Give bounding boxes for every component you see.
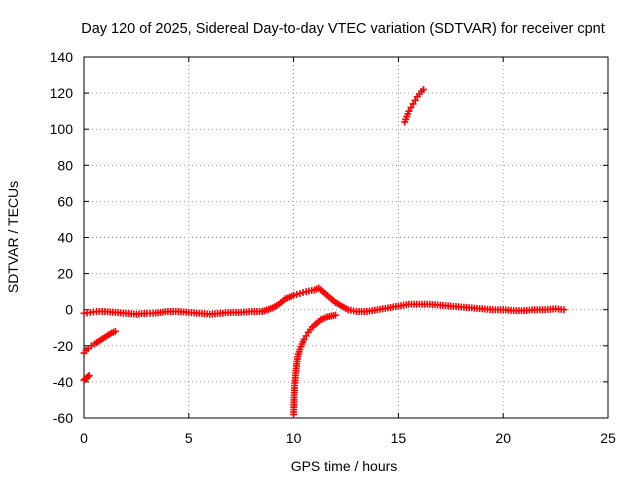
y-tick-label: 0: [65, 302, 73, 318]
data-point-recovery-arc: [300, 335, 308, 343]
data-point-baseline: [290, 291, 298, 299]
grid-layer: [84, 57, 608, 418]
x-tick-label: 20: [495, 430, 511, 446]
data-point-early-descending-arc: [111, 327, 119, 335]
x-tick-label: 15: [391, 430, 407, 446]
x-tick-label: 25: [600, 430, 616, 446]
x-axis-label: GPS time / hours: [291, 458, 398, 474]
y-tick-label: 40: [57, 230, 73, 246]
y-tick-label: -20: [53, 338, 73, 354]
y-axis-label: SDTVAR / TECUs: [5, 181, 21, 293]
y-tick-label: 80: [57, 157, 73, 173]
data-point-high-segment: [407, 104, 415, 112]
data-point-baseline: [299, 289, 307, 297]
plot-frame: [83, 56, 609, 419]
data-point-recovery-arc: [332, 311, 340, 319]
data-point-recovery-arc: [302, 332, 310, 340]
data-point-high-segment: [409, 100, 417, 108]
data-point-high-segment: [420, 85, 428, 93]
data-point-high-segment: [411, 96, 419, 104]
x-tick-label: 5: [185, 430, 193, 446]
data-point-early-low-segment: [84, 372, 92, 380]
y-tick-label: 120: [50, 85, 74, 101]
x-tick-label: 10: [286, 430, 302, 446]
y-tick-label: -60: [53, 410, 73, 426]
data-point-baseline: [296, 289, 304, 297]
data-point-high-segment: [405, 107, 413, 115]
y-tick-label: 20: [57, 266, 73, 282]
y-tick-label: 140: [50, 49, 74, 65]
y-tick-label: -40: [53, 374, 73, 390]
series-layer: [80, 85, 568, 418]
ticks-layer: 0 5 10 15 20 25 -60 -40 -20 0 20 40 60 80 100 120 140: [50, 49, 616, 446]
data-point-baseline: [560, 306, 568, 314]
y-tick-label: 100: [50, 121, 74, 137]
chart-title: Day 120 of 2025, Sidereal Day-to-day VTE…: [81, 21, 605, 37]
data-point-baseline: [293, 290, 301, 298]
x-tick-label: 0: [80, 430, 88, 446]
data-point-early-low-segment: [85, 372, 93, 380]
y-tick-label: 60: [57, 193, 73, 209]
